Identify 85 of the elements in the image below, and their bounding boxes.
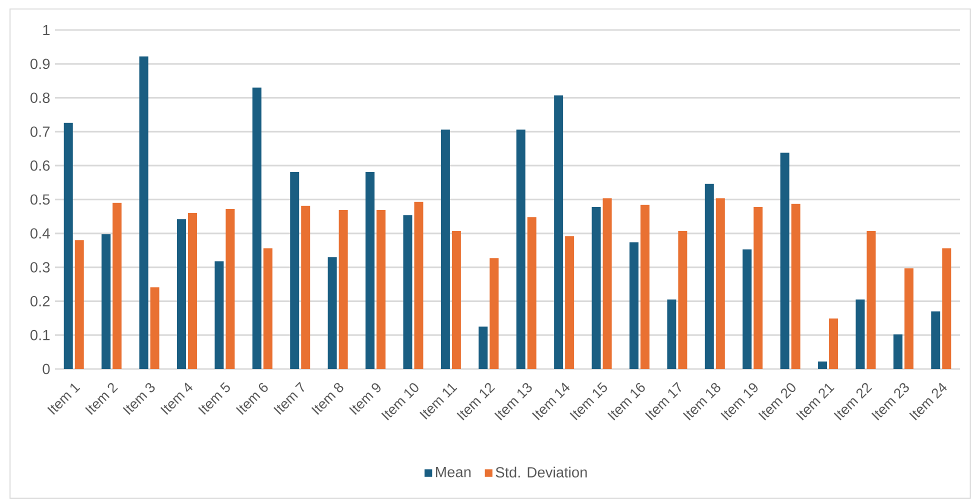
x-tick-label: Item 4: [160, 382, 193, 415]
bar: [490, 258, 499, 369]
y-tick-label: 0.6: [30, 160, 50, 171]
x-tick-label: Item 22: [834, 383, 872, 420]
y-tick-label: 1: [43, 24, 50, 36]
x-tick-label: Item 8: [311, 383, 344, 415]
y-tick-label: 0.1: [30, 330, 50, 340]
x-tick-label: Item 1: [47, 384, 80, 415]
bar: [829, 318, 838, 369]
bar: [290, 172, 300, 369]
bar: [602, 198, 612, 369]
bar: [704, 184, 714, 369]
x-tick-label: Item 20: [758, 383, 796, 420]
bar: [516, 130, 526, 369]
y-tick-label: 0.5: [30, 194, 50, 205]
x-tick-label: Item 11: [420, 383, 458, 420]
x-tick-label: Item 6: [236, 382, 268, 415]
bar: [791, 204, 800, 369]
x-tick-label: Item 5: [198, 382, 230, 415]
bar: [440, 130, 450, 369]
bar: [102, 234, 111, 369]
legend-label: Mean: [436, 467, 471, 478]
y-tick-label: 0.9: [30, 58, 50, 70]
bar: [301, 206, 310, 369]
bar: [403, 215, 412, 369]
bar: [188, 213, 197, 369]
x-tick-label: Item 14: [532, 382, 570, 420]
bar: [942, 248, 952, 369]
bar: [176, 219, 186, 369]
bar: [452, 231, 461, 369]
bar: [414, 202, 424, 369]
x-tick-label: Item 18: [682, 383, 720, 420]
bar: [139, 56, 148, 369]
bar: [64, 122, 73, 369]
x-tick-label: Item 23: [871, 383, 909, 420]
legend-label: Std. Deviation: [496, 466, 587, 478]
bar: [716, 198, 725, 369]
bar: [328, 257, 337, 369]
bar: [818, 362, 828, 369]
bar: [214, 261, 224, 369]
bar: [893, 334, 902, 369]
x-tick-label: Item 9: [349, 383, 381, 415]
x-tick-label: Item 2: [85, 383, 118, 415]
bar: [150, 287, 160, 369]
bar: [527, 217, 536, 369]
x-tick-label: Item 24: [909, 382, 947, 420]
y-tick-label: 0.8: [30, 92, 50, 103]
bar: [904, 268, 914, 369]
x-tick-label: Item 3: [122, 383, 155, 415]
bar: [376, 210, 386, 369]
bar: [629, 242, 638, 369]
bar: [554, 95, 564, 369]
x-tick-label: Item 19: [720, 383, 758, 420]
y-tick-label: 0.3: [30, 262, 50, 272]
bar: [742, 249, 752, 369]
bar: [478, 326, 488, 369]
bar: [252, 88, 262, 369]
bar: [74, 240, 84, 369]
y-tick-label: 0.2: [30, 296, 50, 306]
bar: [678, 231, 688, 369]
bar: [780, 152, 790, 369]
y-tick-label: 0.7: [30, 126, 50, 137]
x-tick-label: Item 21: [796, 384, 834, 420]
bar: [667, 299, 676, 369]
bar: [226, 208, 235, 369]
bar: [754, 206, 763, 369]
x-tick-label: Item 10: [381, 383, 418, 420]
bar: [263, 248, 272, 369]
x-tick-label: Item 16: [608, 382, 645, 420]
x-tick-label: Item 7: [274, 382, 304, 415]
bar: [565, 236, 574, 369]
bar: [592, 206, 601, 369]
x-tick-label: Item 12: [456, 383, 496, 420]
bar: [366, 172, 375, 369]
bar: [640, 204, 650, 369]
x-tick-label: Item 13: [494, 383, 532, 420]
bar: [856, 299, 865, 369]
bar: [866, 231, 876, 369]
y-tick-label: 0.4: [30, 228, 50, 239]
y-tick-label: 0: [42, 364, 50, 374]
bar: [931, 311, 940, 369]
bar: [112, 202, 122, 369]
x-tick-label: Item 17: [645, 382, 682, 420]
bar: [338, 210, 348, 369]
x-tick-label: Item 15: [570, 382, 607, 420]
